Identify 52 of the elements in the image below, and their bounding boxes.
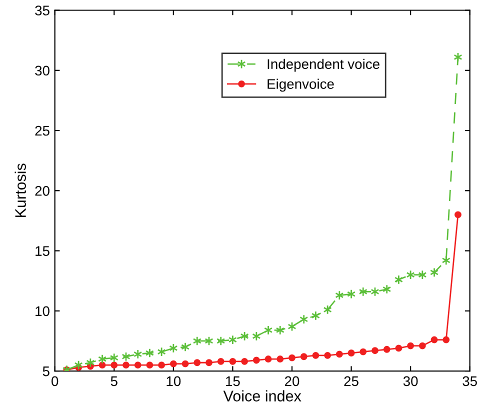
y-axis-title: Kurtosis <box>14 164 26 217</box>
y-tick-label: 5 <box>42 366 50 376</box>
x-tick-label: 0 <box>52 376 58 386</box>
point <box>217 358 224 365</box>
point <box>372 347 378 354</box>
point <box>98 362 106 369</box>
point <box>383 346 390 353</box>
point <box>264 356 272 362</box>
point <box>194 359 201 366</box>
x-tick-label: 10 <box>166 376 181 386</box>
point <box>407 342 414 350</box>
point <box>122 362 130 369</box>
point <box>157 346 166 357</box>
point <box>312 352 320 359</box>
point <box>276 356 284 362</box>
point <box>288 354 296 362</box>
point <box>110 362 118 369</box>
point <box>170 360 177 368</box>
x-tick-label: 25 <box>344 376 358 386</box>
x-tick-label: 15 <box>226 376 240 386</box>
point <box>229 358 236 365</box>
point <box>134 362 142 369</box>
x-tick-label: 30 <box>403 376 418 386</box>
point <box>146 362 154 369</box>
point <box>454 211 462 218</box>
y-tick-label: 25 <box>35 126 50 136</box>
point <box>252 356 260 364</box>
x-tick-label: 20 <box>284 376 300 386</box>
point <box>335 290 344 300</box>
point <box>336 350 343 358</box>
legend-label: Independent voice <box>268 58 380 72</box>
point <box>241 358 248 365</box>
point <box>418 342 426 350</box>
x-axis-title: Voice index <box>223 390 302 402</box>
point <box>300 353 308 360</box>
legend-label: Eigenvoice <box>268 78 334 92</box>
x-tick-label: 5 <box>110 376 118 386</box>
x-tick-label: 35 <box>462 376 477 386</box>
y-tick-label: 15 <box>36 246 50 256</box>
point <box>348 350 355 356</box>
point <box>182 360 189 368</box>
y-tick-label: 10 <box>36 306 50 316</box>
y-tick-label: 20 <box>35 186 50 196</box>
point <box>430 336 438 344</box>
y-tick-label: 30 <box>35 66 50 76</box>
point <box>206 359 212 366</box>
point <box>158 362 166 369</box>
y-tick-label: 35 <box>35 6 50 16</box>
point <box>442 336 450 344</box>
point <box>324 352 332 359</box>
point <box>395 344 402 352</box>
point <box>360 348 367 356</box>
